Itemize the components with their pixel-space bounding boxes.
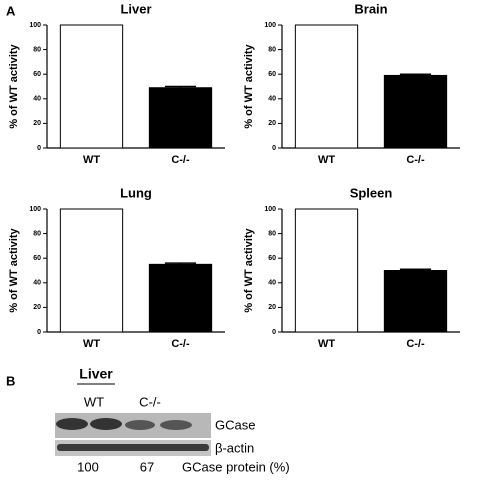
band-label: β-actin [215,440,254,455]
y-axis-label: % of WT activity [8,227,20,312]
bar [383,74,448,149]
y-tick-label: 100 [29,206,41,213]
error-bar [399,268,432,272]
y-tick-label: 60 [33,255,41,262]
blot-title: Liver [79,366,113,382]
y-tick-label: 40 [268,280,276,287]
chart-title: Spleen [350,185,393,200]
x-tick-label: WT [318,154,335,166]
y-axis-label: % of WT activity [243,227,255,312]
y-tick-label: 0 [272,145,276,152]
y-tick-label: 0 [37,329,41,336]
bar [294,208,359,333]
y-tick-label: 80 [268,230,276,237]
x-tick-label: C-/- [406,154,425,166]
y-tick-label: 100 [264,22,276,29]
error-bar [164,262,197,266]
x-tick-label: WT [83,338,100,350]
y-tick-label: 100 [29,22,41,29]
y-tick-label: 20 [33,304,41,311]
x-tick-label: WT [83,154,100,166]
y-tick-label: 60 [268,255,276,262]
x-tick-label: C-/- [171,154,190,166]
y-tick-label: 40 [33,280,41,287]
y-tick-label: 60 [33,71,41,78]
bar [383,270,448,333]
y-tick-label: 40 [268,96,276,103]
y-tick-label: 40 [33,96,41,103]
y-tick-label: 60 [268,71,276,78]
y-tick-label: 20 [268,120,276,127]
y-tick-label: 20 [268,304,276,311]
bar [148,87,213,149]
chart-title: Brain [354,1,387,16]
lane-label: WT [84,394,104,409]
blot-image [55,413,211,456]
panel-label: B [6,373,15,388]
y-tick-label: 100 [264,206,276,213]
chart-title: Liver [120,1,151,16]
error-bar [399,73,432,77]
panel-label: A [6,3,16,18]
y-tick-label: 0 [272,329,276,336]
lane-label: C-/- [139,394,161,409]
quantity: 100 [77,459,99,474]
y-tick-label: 20 [33,120,41,127]
y-tick-label: 80 [33,230,41,237]
x-tick-label: C-/- [171,338,190,350]
bar [59,24,124,149]
bar [59,208,124,333]
bar [294,24,359,149]
band-label: GCase [215,417,255,432]
quantity-label: GCase protein (%) [182,459,290,474]
x-tick-label: C-/- [406,338,425,350]
x-tick-label: WT [318,338,335,350]
bar [148,263,213,333]
quantity: 67 [140,459,154,474]
y-axis-label: % of WT activity [8,43,20,128]
y-axis-label: % of WT activity [243,43,255,128]
y-tick-label: 80 [268,46,276,53]
chart-title: Lung [120,185,152,200]
error-bar [164,85,197,89]
y-tick-label: 80 [33,46,41,53]
y-tick-label: 0 [37,145,41,152]
